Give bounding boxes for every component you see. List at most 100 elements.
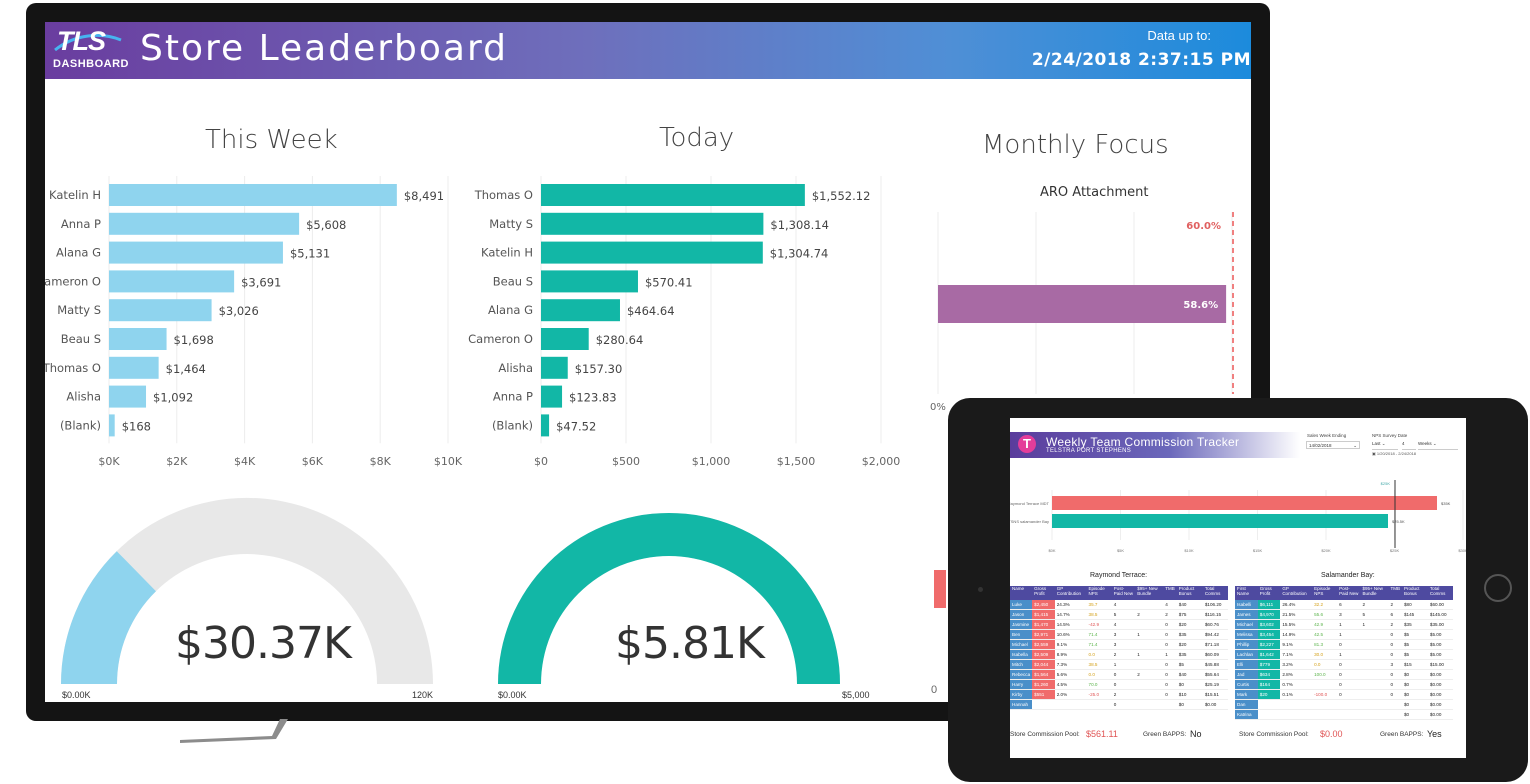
table-cell: 0 — [1163, 679, 1177, 690]
today-bar[interactable] — [541, 299, 620, 322]
week-value-label: $5,608 — [306, 218, 346, 232]
table-cell: 0 — [1337, 659, 1361, 670]
table-header-cell[interactable]: Name — [1010, 586, 1033, 600]
table-header-cell[interactable]: Post-Paid New — [1337, 586, 1361, 600]
table-row: Katrina $0 $0.00 — [1235, 709, 1453, 720]
table-cell: 3 — [1111, 629, 1136, 640]
tablet-home-button[interactable] — [1484, 574, 1512, 602]
compare-store1-label: Raymond Terrace MDT — [1010, 501, 1050, 506]
week-category-label: Alana G — [56, 246, 101, 260]
table-header-cell[interactable]: Episode NPS — [1086, 586, 1112, 600]
week-value-label: $3,691 — [241, 275, 281, 289]
table-cell: $0 — [1176, 679, 1203, 690]
tablet-banner — [1010, 432, 1300, 458]
today-bar[interactable] — [541, 241, 763, 264]
week-tick-label: $4K — [234, 455, 256, 468]
compare-tick-label: $5K — [1117, 548, 1124, 553]
table-name-cell: Lachlan — [1235, 649, 1258, 660]
table-header-cell[interactable]: GP Contribution — [1054, 586, 1087, 600]
table-cell: $0.00 — [1202, 699, 1228, 710]
partial-bar — [934, 570, 946, 608]
week-tick-label: $6K — [302, 455, 324, 468]
week-bar[interactable] — [109, 212, 300, 235]
table-cell: 1 — [1337, 629, 1361, 640]
tablet-screen: T Weekly Team Commission Tracker TELSTRA… — [1010, 418, 1466, 758]
table-cell: $35 — [1176, 649, 1203, 660]
table-header-cell[interactable]: TMB — [1388, 586, 1402, 600]
table-header-cell[interactable]: Total Comms — [1427, 586, 1453, 600]
table-cell: 38.5 — [1086, 609, 1112, 620]
table-cell: 1 — [1337, 649, 1361, 660]
nps-unit-select[interactable]: Weeks ⌄ — [1418, 441, 1458, 450]
week-gauge-max: 120K — [412, 690, 434, 700]
today-bar[interactable] — [541, 328, 589, 350]
table-cell: $35.00 — [1427, 619, 1453, 630]
today-bar[interactable] — [541, 356, 568, 379]
table-header-cell[interactable]: Total Comms — [1202, 586, 1228, 600]
today-bar[interactable] — [541, 184, 805, 206]
table-cell: 3 — [1337, 609, 1361, 620]
today-bar[interactable] — [541, 385, 563, 408]
table-name-cell: Melissa — [1235, 629, 1258, 640]
table-cell: 0 — [1337, 669, 1361, 680]
compare-tick-label: $25K — [1390, 548, 1400, 553]
table-cell: $1,642 — [1257, 649, 1281, 660]
table-header-cell[interactable]: $95+ New Bundle — [1360, 586, 1389, 600]
left-pool-value: $561.11 — [1086, 729, 1118, 739]
nps-from-select[interactable]: Last ⌄ — [1372, 441, 1398, 450]
table-header-cell[interactable]: Gross Profit — [1257, 586, 1281, 600]
week-bar[interactable] — [109, 328, 167, 350]
table-cell: $5.00 — [1427, 629, 1453, 640]
nps-count-input[interactable]: 4 — [1402, 441, 1416, 450]
aro-chart: 58.6% 60.0% 0% — [930, 212, 1234, 413]
week-bar[interactable] — [109, 270, 235, 293]
today-tick-label: $2,000 — [862, 455, 901, 468]
week-gauge-fill[interactable] — [61, 551, 156, 684]
table-header-cell[interactable]: $95+ New Bundle — [1135, 586, 1164, 600]
table-cell: $80 — [1401, 600, 1428, 610]
table-cell — [1337, 709, 1361, 720]
table-cell: $20 — [1257, 689, 1281, 700]
week-bar[interactable] — [109, 299, 212, 322]
today-bar[interactable] — [541, 212, 764, 235]
week-bar[interactable] — [109, 184, 397, 206]
today-bar[interactable] — [541, 414, 550, 437]
table-name-cell: Hannah — [1010, 699, 1033, 710]
today-gauge-fill[interactable] — [497, 512, 840, 684]
logo-subtext: DASHBOARD — [53, 58, 129, 70]
table-cell — [1360, 699, 1389, 710]
table-header-cell[interactable]: GP Contribution — [1280, 586, 1313, 600]
today-bar[interactable] — [541, 270, 638, 293]
table-header-cell[interactable]: Gross Profit — [1032, 586, 1055, 600]
week-bar[interactable] — [109, 385, 147, 408]
compare-bar-store1[interactable] — [1052, 496, 1437, 510]
table-header-cell[interactable]: TMB — [1163, 586, 1177, 600]
table-cell: 3 — [1111, 639, 1136, 650]
week-bar[interactable] — [109, 356, 159, 379]
table-cell: $0 — [1401, 689, 1428, 700]
table-cell: 0 — [1337, 679, 1361, 690]
table-header-cell[interactable]: Product Bonus — [1401, 586, 1428, 600]
aro-bar[interactable] — [938, 285, 1227, 323]
right-bapps-value: Yes — [1427, 729, 1442, 739]
table-cell: $2,450 — [1032, 600, 1055, 610]
page-title: Store Leaderboard — [140, 28, 508, 69]
week-bar[interactable] — [109, 241, 283, 264]
table-header-cell[interactable]: Product Bonus — [1176, 586, 1203, 600]
table-cell: 0 — [1111, 669, 1136, 680]
sales-week-select[interactable]: 14/02/2018 ⌄ — [1306, 441, 1360, 449]
table-cell: 81.3 — [1312, 639, 1338, 650]
table-cell: $0.00 — [1427, 669, 1453, 680]
table-name-cell: Michael — [1010, 639, 1033, 650]
table-header-cell[interactable]: Post-Paid New — [1111, 586, 1136, 600]
table-cell: $551 — [1032, 689, 1055, 700]
partial-axis-label: 0 — [931, 684, 938, 696]
week-bar[interactable] — [109, 414, 115, 437]
table-name-cell: Jad — [1235, 669, 1258, 680]
table-cell: $0 — [1176, 699, 1203, 710]
table-header-cell[interactable]: First Name — [1235, 586, 1258, 600]
today-value-label: $123.83 — [569, 391, 617, 405]
table-header-cell[interactable]: Episode NPS — [1312, 586, 1338, 600]
today-category-label: Alisha — [498, 361, 533, 375]
compare-bar-store2[interactable] — [1052, 514, 1388, 528]
